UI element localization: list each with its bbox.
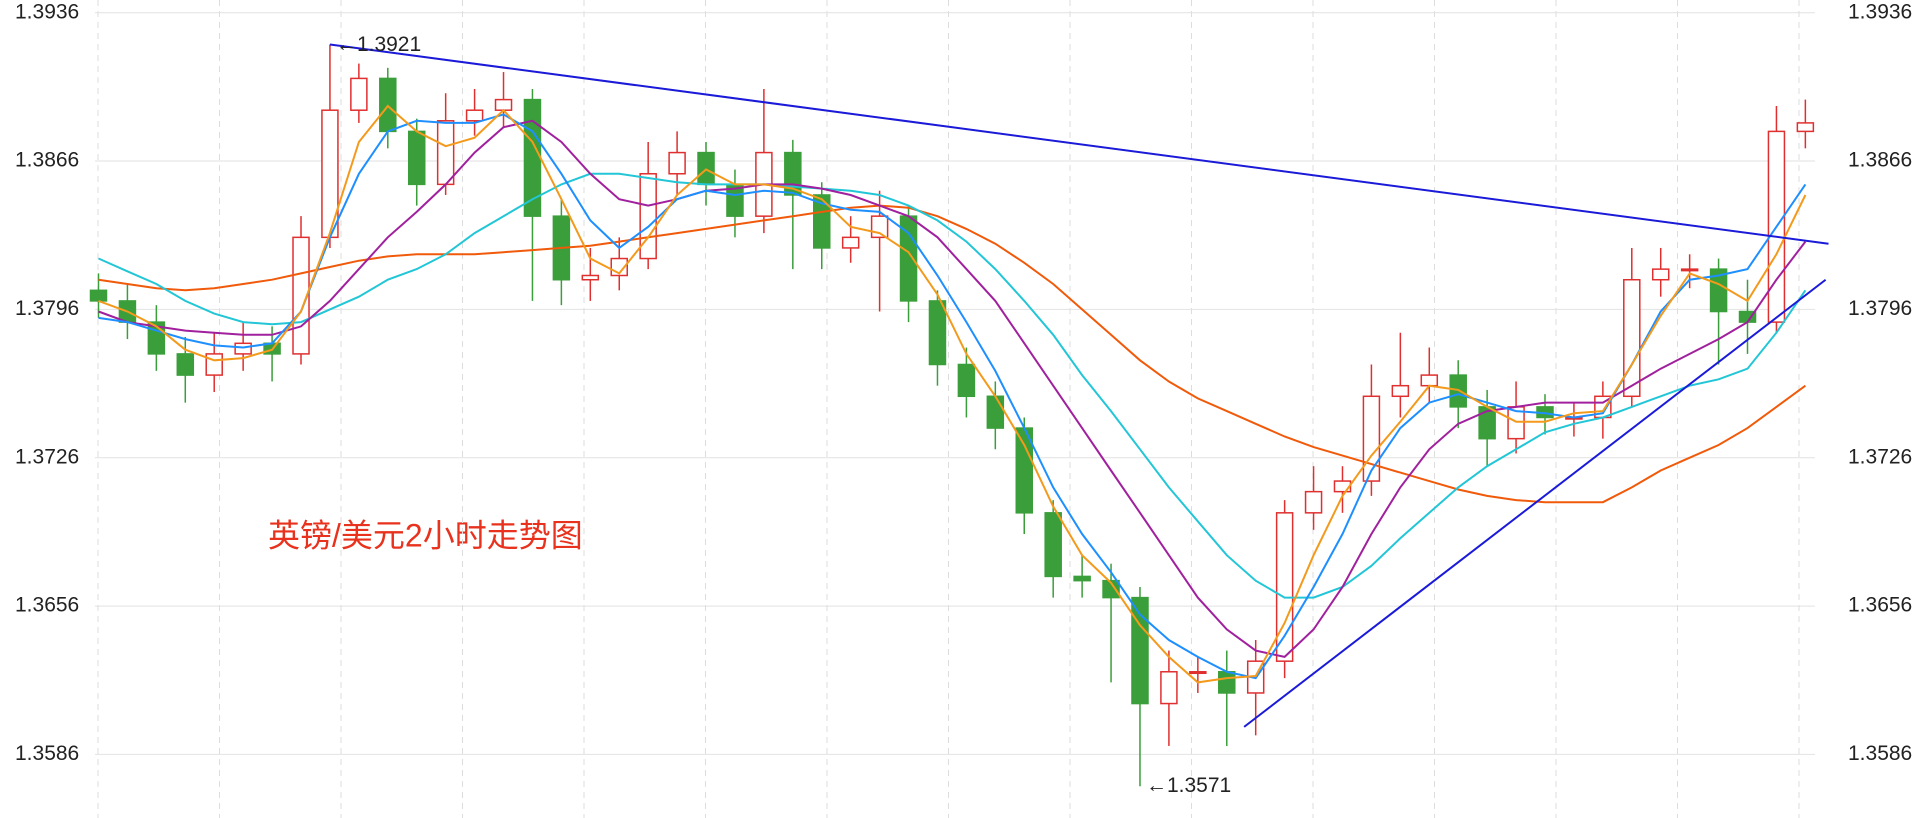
ma-line — [98, 104, 1807, 684]
candle-body — [465, 109, 484, 122]
candle-body — [1391, 384, 1410, 398]
candle-body — [1304, 490, 1323, 514]
candle-body — [494, 98, 513, 111]
ma-line — [98, 172, 1807, 599]
candle-body — [234, 342, 252, 355]
candle-body — [986, 395, 1005, 429]
candle-body — [1044, 512, 1062, 578]
y-tick-label-right: 1.3726 — [1848, 445, 1912, 468]
candle-body — [813, 194, 831, 249]
candle-body — [1362, 395, 1381, 482]
y-tick-label: 1.3866 — [15, 149, 79, 172]
candle-body — [1160, 671, 1178, 705]
candle-body — [407, 130, 426, 186]
ma-line — [98, 119, 1807, 658]
chart-title: 英镑/美元2小时走势图 — [268, 517, 583, 553]
trendline — [1243, 278, 1827, 728]
y-tick-label-right: 1.3586 — [1848, 742, 1912, 765]
candle-body — [176, 353, 195, 376]
y-tick-label: 1.3656 — [15, 594, 79, 617]
candle-body — [1420, 374, 1439, 387]
candle-body — [1131, 596, 1149, 705]
y-tick-label-right: 1.3936 — [1848, 0, 1912, 23]
candle-body — [1709, 268, 1728, 313]
y-tick-label: 1.3586 — [15, 742, 79, 765]
candle-body — [841, 236, 860, 249]
candle-body — [1796, 122, 1815, 133]
y-tick-label: 1.3936 — [15, 0, 79, 23]
candle-body — [89, 289, 108, 302]
y-tick-label: 1.3726 — [15, 445, 79, 468]
candle-body — [928, 300, 947, 366]
candle-body — [1623, 278, 1641, 398]
y-tick-label-right: 1.3796 — [1848, 297, 1912, 320]
ma-line — [98, 113, 1807, 680]
candle-body — [957, 363, 976, 398]
ma-line — [98, 204, 1806, 504]
candle-body — [1680, 268, 1699, 272]
candle-body — [205, 353, 223, 376]
candle-body — [1275, 512, 1294, 662]
candle-body — [1651, 268, 1670, 281]
candle-body — [1189, 671, 1207, 675]
candle-body — [436, 120, 455, 186]
annotation: ←1.3571 — [1146, 774, 1231, 797]
y-tick-label-right: 1.3656 — [1848, 594, 1912, 617]
candle-body — [581, 274, 600, 281]
candle-body — [1333, 480, 1352, 493]
annotation: ←1.3921 — [336, 33, 421, 56]
candle-body — [1073, 575, 1091, 582]
trendline — [329, 43, 1829, 245]
candle-body — [350, 77, 368, 111]
candle-body — [668, 151, 686, 175]
candle-body — [292, 236, 310, 355]
y-tick-label: 1.3796 — [15, 297, 79, 320]
candle-body — [1218, 671, 1236, 694]
candle-body — [1102, 579, 1120, 599]
y-tick-label-right: 1.3866 — [1848, 149, 1912, 172]
